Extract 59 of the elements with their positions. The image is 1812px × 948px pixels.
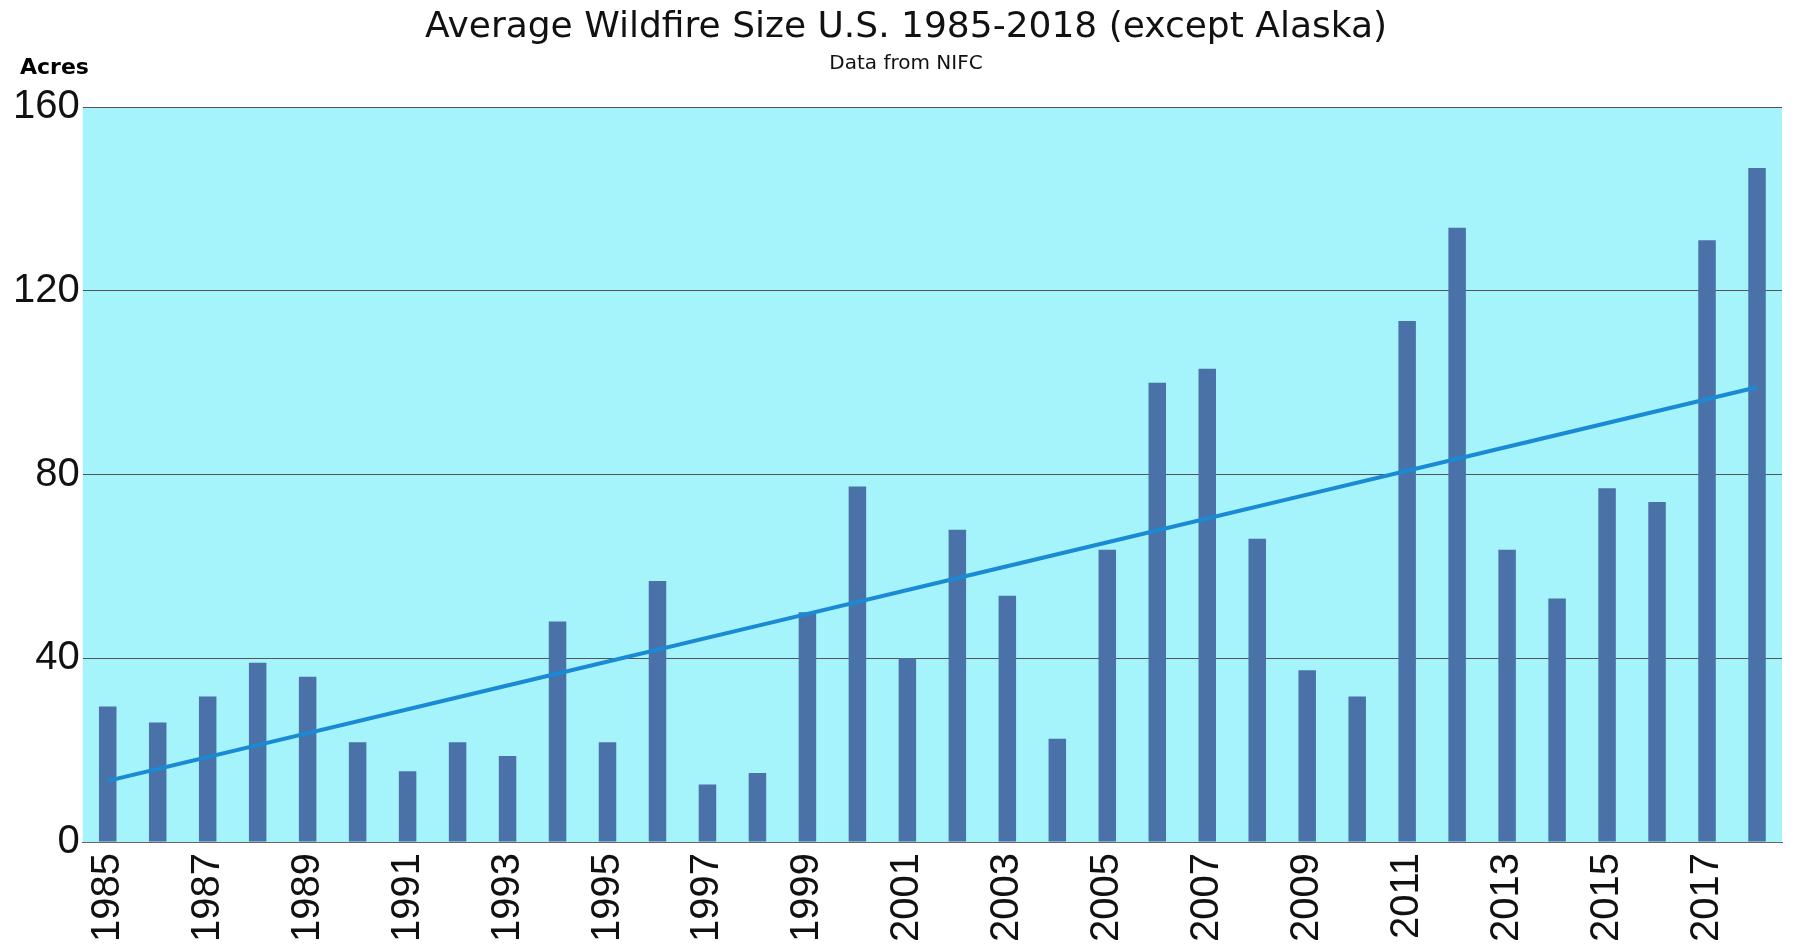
bar (98, 706, 117, 842)
x-tick-label: 2005 (1082, 853, 1127, 942)
bar (298, 676, 317, 842)
x-tick-label: 1995 (582, 853, 627, 942)
bar (1148, 382, 1167, 842)
bar (448, 742, 467, 842)
bar (1648, 502, 1666, 842)
y-tick-label: 40 (35, 633, 80, 678)
bar (1248, 538, 1266, 842)
y-tick-label: 120 (12, 265, 80, 310)
bar (198, 696, 217, 842)
x-tick-label: 2009 (1282, 853, 1327, 942)
bar (398, 771, 417, 842)
x-tick-label: 2011 (1382, 853, 1427, 940)
bar (798, 612, 817, 842)
x-tick-label: 1993 (482, 853, 527, 942)
x-tick-label: 1991 (382, 853, 427, 942)
bar (1448, 227, 1466, 842)
bar (1398, 321, 1416, 842)
bar (1198, 368, 1216, 842)
bar (698, 784, 717, 842)
bar (1298, 670, 1316, 842)
bar (1048, 738, 1067, 842)
bar (248, 662, 267, 842)
x-tick-label: 1985 (82, 853, 127, 942)
bar (848, 486, 867, 842)
bar (998, 595, 1017, 842)
bar (648, 581, 667, 842)
bar (498, 756, 517, 842)
y-tick-label: 80 (35, 449, 80, 494)
bar (348, 742, 367, 842)
x-tick-label: 2017 (1682, 853, 1727, 942)
x-tick-label: 2015 (1582, 853, 1627, 942)
bar (1348, 696, 1366, 842)
bar (1698, 240, 1716, 842)
x-tick-label: 2001 (882, 853, 927, 942)
y-axis-title: Acres (20, 54, 89, 79)
x-tick-label: 1989 (282, 853, 327, 942)
bar (948, 529, 967, 842)
x-tick-label: 1997 (682, 853, 727, 942)
x-tick-label: 2003 (982, 853, 1027, 942)
x-tick-label: 2007 (1182, 853, 1227, 942)
bar (148, 722, 167, 842)
bar (1598, 488, 1616, 842)
chart-title: Average Wildfire Size U.S. 1985-2018 (except Alaska) (423, 4, 1389, 45)
x-tick-label: 1987 (182, 853, 227, 942)
bar (748, 773, 767, 842)
bar (1748, 168, 1766, 842)
x-tick-label: 1999 (782, 853, 827, 942)
bar (548, 621, 567, 842)
bar (598, 742, 617, 842)
bar (898, 658, 917, 842)
x-tick-label: 2013 (1482, 853, 1527, 942)
bar (1548, 598, 1566, 842)
chart-subtitle: Data from NIFC (829, 50, 983, 74)
bar (1098, 549, 1117, 842)
y-tick-label: 160 (12, 82, 80, 127)
y-tick-label: 0 (57, 817, 80, 862)
bar (1498, 549, 1516, 842)
